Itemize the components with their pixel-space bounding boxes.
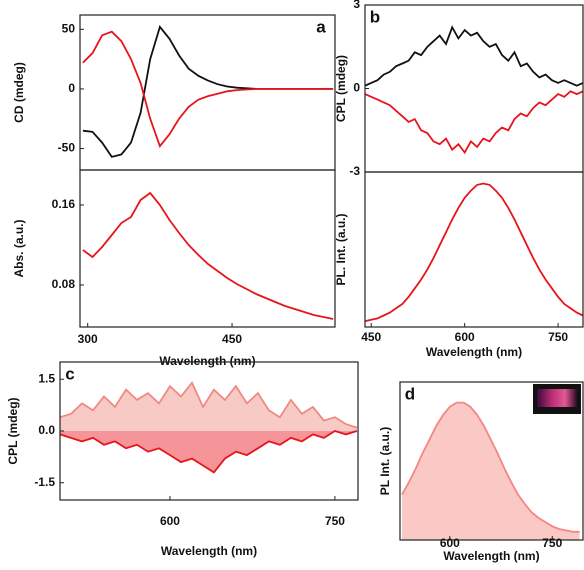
y-axis-label: Abs. (a.u.) [12, 219, 26, 277]
x-tick-label: 600 [440, 536, 460, 550]
x-tick-label: 600 [160, 514, 180, 528]
x-axis-label: Wavelength (nm) [443, 549, 539, 563]
x-tick-label: 450 [361, 330, 381, 344]
plot-frame [399, 381, 584, 541]
area-fill [60, 382, 357, 431]
plot-frame [364, 171, 584, 328]
y-tick-label: 0 [68, 81, 75, 95]
x-tick-label: 300 [78, 332, 98, 346]
y-tick-label: 0 [353, 81, 360, 95]
inset-sample [537, 389, 577, 407]
x-axis-label: Wavelength (nm) [161, 544, 257, 558]
y-tick-label: 1.5 [38, 371, 55, 385]
y-axis-label: PL Int. (a.u.) [378, 427, 392, 495]
x-axis-label: Wavelength (nm) [426, 345, 522, 359]
panel-label: d [405, 384, 415, 403]
series-line [401, 401, 580, 533]
area-fill [60, 431, 357, 473]
y-tick-label: -50 [58, 141, 76, 155]
series-line [364, 90, 584, 155]
x-tick-label: 750 [548, 330, 568, 344]
x-tick-label: 450 [222, 332, 242, 346]
x-axis-label: Wavelength (nm) [159, 354, 255, 368]
y-tick-label: -1.5 [34, 475, 55, 489]
x-tick-label: 750 [542, 536, 562, 550]
y-axis-label: CPL (mdeg) [334, 55, 348, 122]
series-line [364, 25, 584, 87]
area-fill [402, 402, 580, 540]
series-line [82, 30, 334, 149]
series-line [82, 191, 334, 320]
y-tick-label: 0.16 [52, 197, 76, 211]
x-tick-label: 750 [325, 514, 345, 528]
plot-frame [364, 4, 584, 173]
series-line [364, 182, 584, 323]
y-axis-label: CD (mdeg) [12, 62, 26, 123]
series-line [82, 25, 334, 158]
y-tick-label: 50 [62, 21, 76, 35]
panel-label: a [316, 17, 326, 36]
series-line [59, 430, 358, 474]
y-tick-label: 0.08 [52, 277, 76, 291]
y-axis-label: PL. Int. (a.u.) [334, 214, 348, 286]
y-axis-label: CPL (mdeg) [6, 397, 20, 464]
y-tick-label: 3 [353, 0, 360, 11]
x-tick-label: 600 [455, 330, 475, 344]
panel-label: b [370, 7, 380, 26]
panel-label: c [65, 364, 74, 383]
plot-frame [79, 169, 336, 328]
series-line [59, 380, 358, 429]
y-tick-label: -3 [349, 164, 360, 178]
y-tick-label: 0.0 [38, 423, 55, 437]
